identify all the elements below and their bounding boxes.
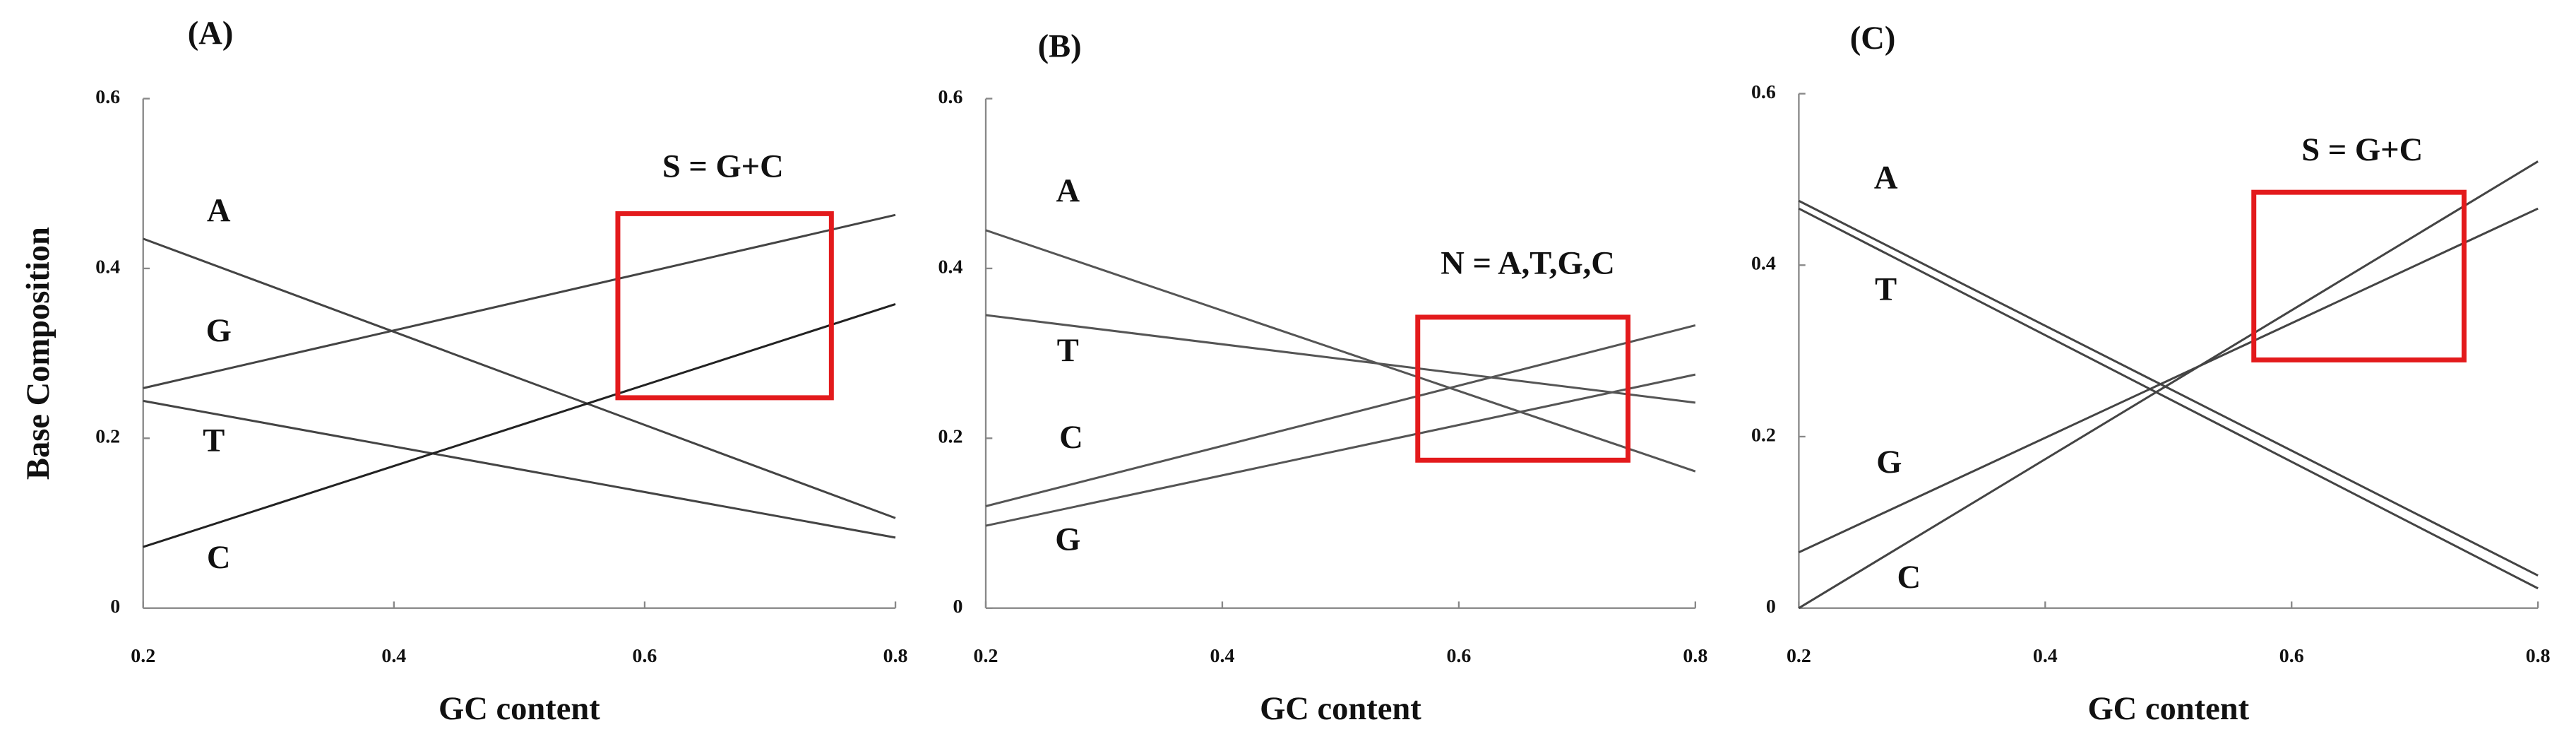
y-tick-label: 0.6	[1751, 81, 1776, 103]
y-axis-label: Base Composition	[20, 227, 56, 480]
series-label: C	[1059, 420, 1083, 456]
series-line	[985, 324, 1696, 507]
x-tick-label: 0.4	[1210, 645, 1235, 667]
annotation: N = A,T,G,C	[1441, 245, 1615, 281]
series-line	[143, 302, 896, 548]
annotation: S = G+C	[2301, 132, 2423, 168]
series-label: T	[1875, 272, 1897, 308]
series-line	[143, 213, 896, 389]
series-line	[1798, 207, 2539, 554]
x-tick-label: 0.4	[381, 645, 406, 667]
y-tick-label: 0.2	[95, 426, 120, 448]
y-tick-label: 0.6	[95, 86, 120, 108]
series-line	[985, 373, 1696, 527]
highlight-box	[615, 211, 834, 401]
y-tick-label: 0.6	[938, 86, 963, 108]
x-axis-label: GC content	[2087, 691, 2249, 727]
series-label: C	[207, 540, 231, 576]
series-label: G	[206, 313, 232, 349]
panel-title: (A)	[188, 16, 234, 52]
series-label: A	[207, 193, 231, 229]
series-label: A	[1056, 173, 1080, 209]
y-tick-label: 0.4	[95, 256, 120, 278]
highlight-box	[1415, 314, 1630, 463]
x-tick-label: 0.8	[883, 645, 908, 667]
annotation: S = G+C	[662, 148, 784, 184]
x-tick-label: 0.2	[131, 645, 155, 667]
series-label: C	[1897, 560, 1921, 596]
y-tick-label: 0.2	[938, 426, 963, 448]
series-line	[985, 314, 1696, 404]
y-tick-label: 0	[953, 596, 962, 618]
series-line	[985, 229, 1696, 473]
series-label: T	[1057, 333, 1079, 369]
y-tick-label: 0	[110, 596, 120, 618]
x-tick-label: 0.8	[1683, 645, 1707, 667]
series-line	[1798, 199, 2539, 577]
series-line	[143, 237, 896, 519]
series-label: A	[1874, 160, 1898, 196]
x-tick-label: 0.6	[2279, 645, 2304, 667]
highlight-box	[2251, 189, 2467, 362]
panel-title: (B)	[1038, 28, 1082, 64]
y-tick-label: 0.2	[1751, 424, 1776, 446]
series-label: G	[1876, 444, 1902, 480]
x-tick-label: 0.2	[1787, 645, 1811, 667]
x-tick-label: 0.6	[633, 645, 657, 667]
series-label: G	[1055, 521, 1080, 557]
y-tick-label: 0.4	[938, 256, 963, 278]
x-axis-label: GC content	[1260, 691, 1421, 727]
y-tick-label: 0	[1766, 596, 1776, 618]
series-line	[1798, 207, 2539, 590]
x-tick-label: 0.8	[2526, 645, 2551, 667]
x-tick-label: 0.2	[974, 645, 998, 667]
series-line	[143, 399, 896, 539]
x-axis-label: GC content	[439, 691, 600, 727]
series-line	[1798, 160, 2539, 609]
x-tick-label: 0.4	[2033, 645, 2058, 667]
x-tick-label: 0.6	[1446, 645, 1471, 667]
panel-title: (C)	[1850, 20, 1896, 57]
y-tick-label: 0.4	[1751, 253, 1776, 275]
series-label: T	[203, 423, 225, 459]
